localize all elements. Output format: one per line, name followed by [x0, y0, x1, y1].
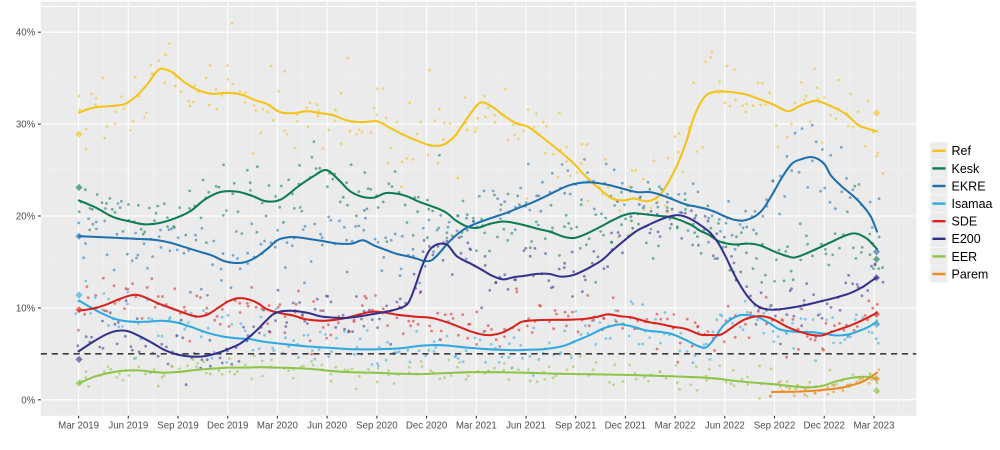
svg-text:30%: 30%	[16, 120, 36, 131]
svg-text:Jun 2022: Jun 2022	[705, 421, 745, 432]
svg-text:Mar 2020: Mar 2020	[257, 421, 299, 432]
svg-text:Sep 2019: Sep 2019	[157, 421, 198, 432]
svg-text:Dec 2020: Dec 2020	[406, 421, 448, 432]
svg-text:Mar 2023: Mar 2023	[854, 421, 895, 432]
svg-text:Sep 2020: Sep 2020	[356, 421, 398, 432]
svg-text:SDE: SDE	[952, 215, 978, 229]
svg-text:20%: 20%	[16, 212, 36, 223]
svg-text:Mar 2022: Mar 2022	[655, 421, 696, 432]
svg-text:Dec 2022: Dec 2022	[803, 421, 844, 432]
svg-text:Ref: Ref	[952, 144, 972, 158]
svg-text:40%: 40%	[16, 28, 36, 39]
svg-text:Mar 2019: Mar 2019	[58, 421, 99, 432]
svg-text:EER: EER	[952, 250, 978, 264]
svg-text:Parem: Parem	[952, 267, 989, 281]
svg-text:Mar 2021: Mar 2021	[456, 421, 497, 432]
svg-text:Isamaa: Isamaa	[952, 197, 993, 211]
svg-text:Jun 2019: Jun 2019	[108, 421, 148, 432]
svg-text:EKRE: EKRE	[952, 179, 986, 193]
svg-text:Sep 2022: Sep 2022	[754, 421, 795, 432]
svg-text:Jun 2021: Jun 2021	[506, 421, 546, 432]
svg-text:Dec 2019: Dec 2019	[207, 421, 248, 432]
svg-text:10%: 10%	[16, 303, 36, 314]
svg-text:E200: E200	[952, 232, 981, 246]
svg-text:0%: 0%	[21, 395, 35, 406]
svg-text:Jun 2020: Jun 2020	[307, 421, 347, 432]
svg-text:Sep 2021: Sep 2021	[555, 421, 596, 432]
svg-text:Dec 2021: Dec 2021	[605, 421, 646, 432]
svg-text:Kesk: Kesk	[952, 162, 981, 176]
